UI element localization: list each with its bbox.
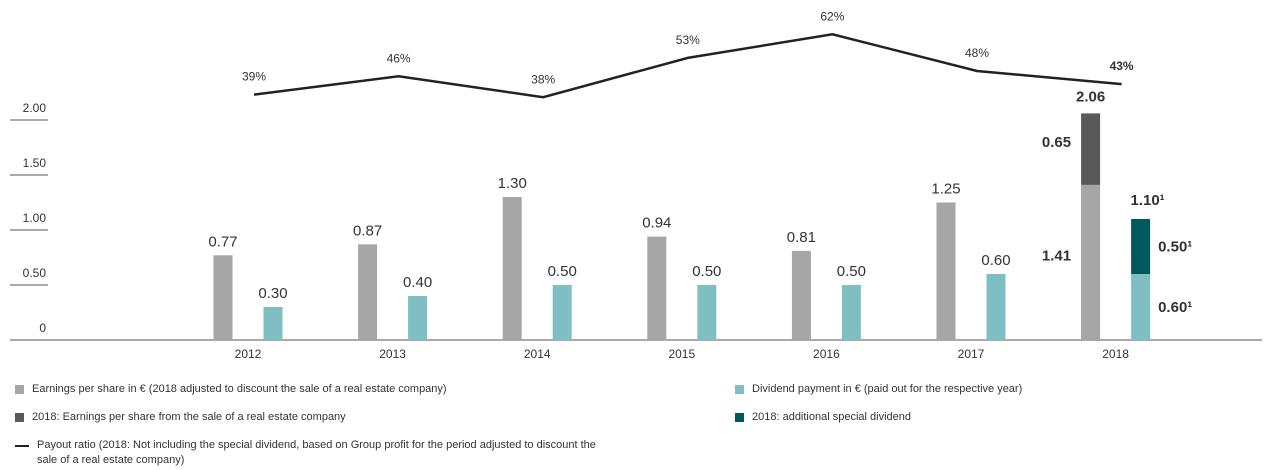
bar: [936, 202, 956, 340]
bar: [697, 285, 717, 340]
bar: [1131, 219, 1151, 274]
payout-line: [253, 32, 1122, 99]
y-tick-label: 0.50: [23, 266, 47, 280]
line-label: 39%: [242, 70, 266, 84]
value-label: 0.87: [353, 222, 382, 239]
legend-item: Payout ratio (2018: Not including the sp…: [15, 438, 615, 468]
x-tick-label: 2015: [668, 347, 695, 361]
value-label: 0.50¹: [1158, 239, 1192, 256]
stack-total: 2.06: [1076, 88, 1105, 105]
bar: [358, 244, 378, 340]
legend-swatch: [15, 445, 29, 447]
chart: 0 0.50 1.00 1.50 2.00 2012 2013 2014 2015 2016 201…: [10, 9, 1262, 361]
bar: [841, 285, 861, 340]
value-label: 0.60: [981, 252, 1010, 269]
y-tick-label: 2.00: [23, 101, 47, 115]
x-tick-label: 2017: [958, 347, 985, 361]
value-label: 1.30: [498, 175, 527, 192]
y-tick-label: 0: [39, 321, 46, 335]
x-tick-label: 2013: [379, 347, 406, 361]
line-label: 53%: [676, 33, 700, 47]
legend-item: 2018: Earnings per share from the sale o…: [15, 410, 575, 425]
x-tick-label: 2012: [235, 347, 262, 361]
bar: [647, 236, 667, 340]
bar: [1131, 274, 1151, 340]
legend-swatch: [735, 413, 744, 422]
x-tick-label: 2018: [1102, 347, 1129, 361]
line-label: 48%: [965, 46, 989, 60]
legend-swatch: [15, 385, 24, 394]
y-tick-label: 1.00: [23, 211, 47, 225]
bar: [791, 250, 811, 340]
line-label: 38%: [531, 72, 555, 86]
legend-label: Payout ratio (2018: Not including the sp…: [37, 439, 596, 466]
legend-item: 2018: additional special dividend: [735, 410, 1235, 425]
bar: [408, 296, 428, 340]
line-label: 62%: [820, 9, 844, 23]
value-label: 0.81: [787, 229, 816, 246]
value-label: 0.77: [208, 233, 237, 250]
value-label: 0.65: [1042, 134, 1071, 151]
value-label: 0.50: [837, 263, 866, 280]
legend-item: Earnings per share in € (2018 adjusted t…: [15, 382, 575, 397]
bar: [552, 285, 572, 340]
value-label: 1.41: [1042, 247, 1071, 264]
value-label: 0.50: [692, 263, 721, 280]
y-tick-label: 1.50: [23, 156, 47, 170]
bar: [213, 255, 233, 340]
value-label: 0.30: [258, 285, 287, 302]
bar: [986, 274, 1006, 340]
legend-swatch: [15, 413, 24, 422]
legend-label: Earnings per share in € (2018 adjusted t…: [32, 383, 447, 395]
bar: [502, 197, 522, 340]
x-tick-label: 2014: [524, 347, 551, 361]
bar: [1081, 184, 1101, 340]
legend-label: Dividend payment in € (paid out for the …: [752, 383, 1023, 395]
value-label: 0.94: [642, 215, 671, 232]
legend-label: 2018: Earnings per share from the sale o…: [32, 411, 346, 423]
legend-label: 2018: additional special dividend: [752, 411, 912, 423]
line-label: 43%: [1110, 59, 1134, 73]
line-label: 46%: [387, 51, 411, 65]
bar: [1081, 113, 1101, 185]
legend-swatch: [735, 385, 744, 394]
value-label: 0.40: [403, 274, 432, 291]
x-tick-label: 2016: [813, 347, 840, 361]
value-label: 1.25: [931, 181, 960, 198]
legend-item: Dividend payment in € (paid out for the …: [735, 382, 1235, 397]
bar: [263, 307, 283, 340]
stack-total: 1.10¹: [1130, 192, 1164, 209]
value-label: 0.50: [548, 263, 577, 280]
value-label: 0.60¹: [1158, 299, 1192, 316]
